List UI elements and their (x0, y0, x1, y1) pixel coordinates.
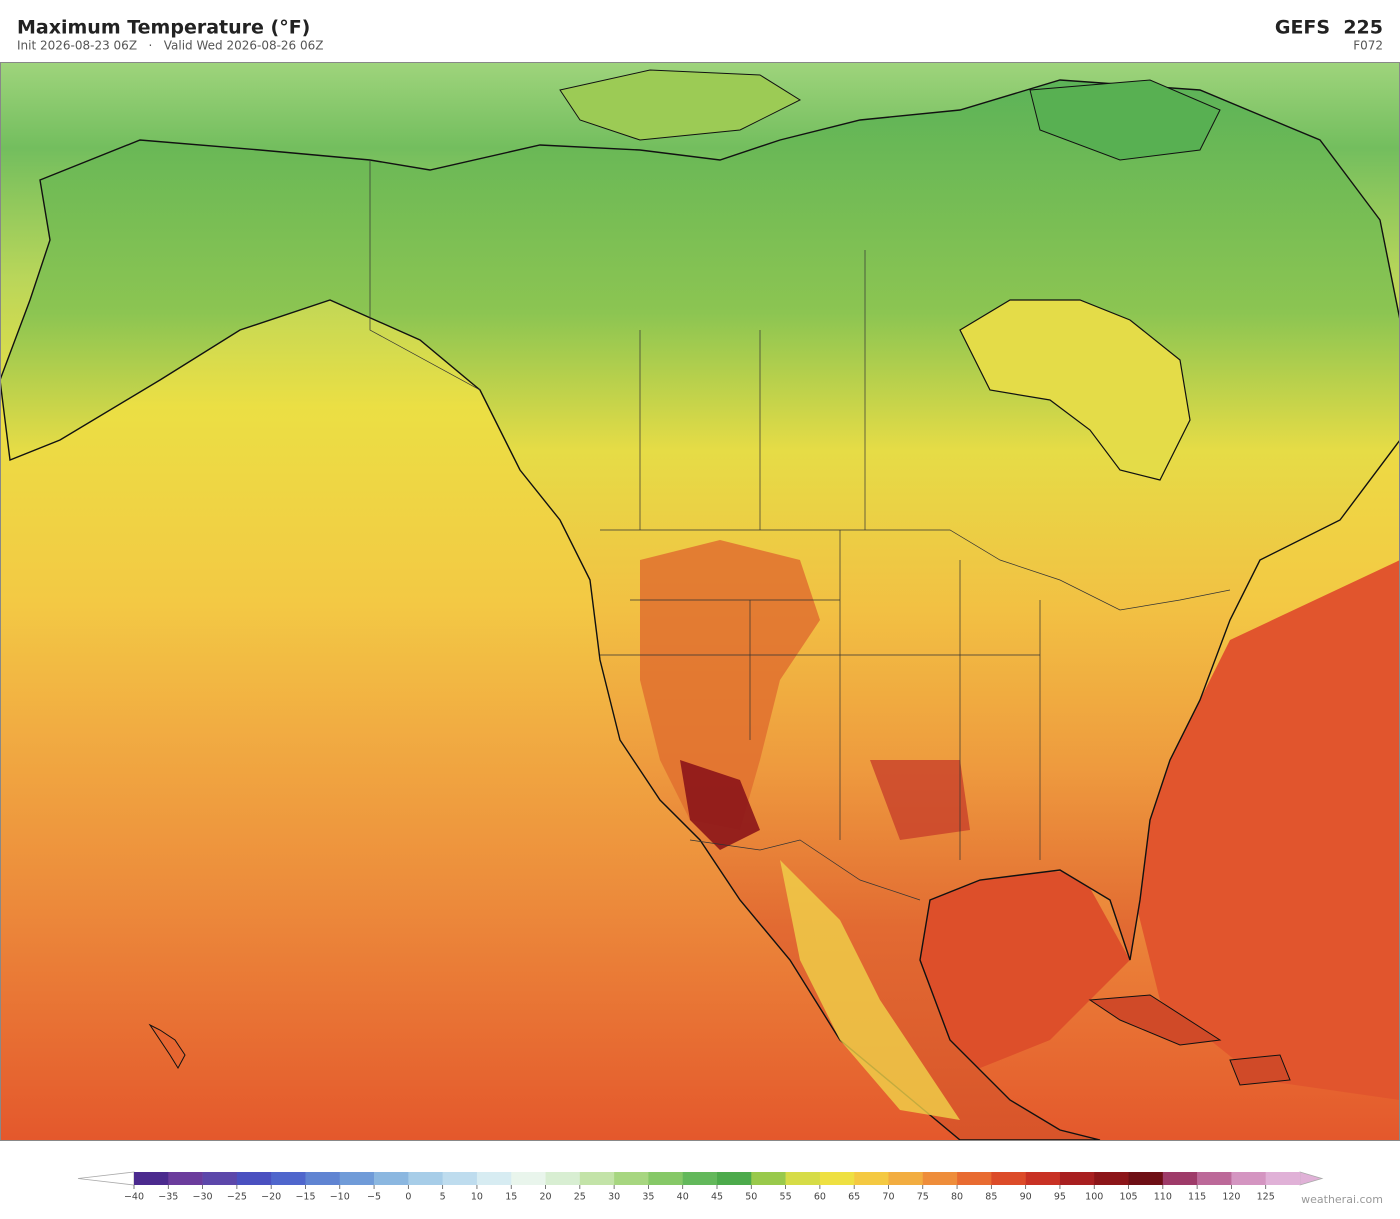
model-label: GEFS 225 (1275, 17, 1383, 39)
us-canada-border (600, 529, 1231, 611)
watermark: weatherai.com (1301, 1193, 1383, 1206)
colorbar-segment (1128, 1172, 1164, 1185)
colorbar-tick-label: 100 (1085, 1192, 1103, 1203)
colorbar-tick-label: 105 (1119, 1192, 1137, 1203)
atlantic-warm (1130, 560, 1400, 1100)
colorbar-tick-label: 25 (574, 1192, 586, 1203)
colorbar-tick-label: 60 (814, 1192, 826, 1203)
colorbar-segment (648, 1172, 684, 1185)
colorbar-tick-label: 120 (1222, 1192, 1240, 1203)
colorbar-tick-label: 55 (780, 1192, 792, 1203)
alaska-border (369, 160, 481, 391)
colorbar-tick-label: 40 (677, 1192, 689, 1203)
forecast-hour: F072 (1353, 39, 1383, 53)
cuba (1088, 994, 1222, 1046)
colorbar-tick-label: 10 (471, 1192, 483, 1203)
colorbar-tick-label: 75 (917, 1192, 929, 1203)
colorbar-tick-label: 85 (985, 1192, 997, 1203)
colorbar-tick-label: 95 (1054, 1192, 1066, 1203)
plains-hot (870, 760, 970, 840)
header: Maximum Temperature (°F) Init 2026-08-23… (17, 17, 1383, 53)
colorbar-segment (614, 1172, 649, 1185)
colorbar-segment (785, 1172, 821, 1185)
subtitle: Init 2026-08-23 06Z · Valid Wed 2026-08-… (17, 39, 324, 53)
mexico-plateau (780, 860, 960, 1120)
colorbar-segment (922, 1172, 958, 1185)
map (0, 62, 1400, 1140)
colorbar-tick-label: 20 (539, 1192, 551, 1203)
colorbar-segment (305, 1172, 341, 1185)
colorbar-segment (819, 1172, 855, 1185)
colorbar-tick-label: −15 (295, 1192, 315, 1203)
colorbar-segment (236, 1172, 272, 1185)
colorbar-segment (202, 1172, 238, 1185)
colorbar-segment (682, 1172, 718, 1185)
colorbar-segment (717, 1172, 752, 1185)
colorbar-segment (134, 1172, 169, 1185)
colorbar-segment (511, 1172, 546, 1185)
colorbar-segment (888, 1172, 924, 1185)
colorbar-tick-label: 30 (608, 1192, 620, 1203)
colorbar-segment (339, 1172, 375, 1185)
colorbar-tick-label: 50 (745, 1192, 757, 1203)
colorbar-tick-label: −5 (367, 1192, 381, 1203)
colorbar-tick-label: 35 (642, 1192, 654, 1203)
colorbar-tick-label: −35 (158, 1192, 178, 1203)
state-borders (600, 250, 1041, 860)
colorbar-segment (1094, 1172, 1129, 1185)
colorbar-tick-label: 45 (711, 1192, 723, 1203)
west-hot (640, 540, 820, 830)
hudson-bay (959, 299, 1191, 481)
colorbar-tick-label: 125 (1257, 1192, 1275, 1203)
colorbar-segment (476, 1172, 512, 1185)
hispaniola (1229, 1054, 1291, 1086)
arctic-island (559, 69, 802, 141)
colorbar-segment (579, 1172, 615, 1185)
colorbar-segment (545, 1172, 581, 1185)
colorbar-tick-label: −40 (124, 1192, 144, 1203)
colorbar-segment (1265, 1172, 1301, 1185)
colorbar-segment (854, 1172, 889, 1185)
gulf-warm (900, 870, 1130, 1080)
colorbar: −40 −35 −30 −25 −20 −15 −10 −5 0 5 10 15 20 25 30 35 40 4… (77, 1171, 1324, 1203)
colorbar-tick-label: 70 (882, 1192, 894, 1203)
colorbar-segment (957, 1172, 992, 1185)
colorbar-segment (1231, 1172, 1267, 1185)
arctic-island (1029, 79, 1221, 161)
colorbar-tick-label: 110 (1154, 1192, 1172, 1203)
colorbar-tick-label: −20 (261, 1192, 281, 1203)
colorbar-segment (408, 1172, 443, 1185)
colorbar-extend-high (1299, 1171, 1324, 1186)
colorbar-segment (374, 1172, 409, 1185)
desert-hot (680, 760, 760, 850)
colorbar-segment (751, 1172, 786, 1185)
colorbar-tick-label: 15 (505, 1192, 517, 1203)
colorbar-segment (1162, 1172, 1198, 1185)
colorbar-segment (271, 1172, 306, 1185)
colorbar-segment (1025, 1172, 1061, 1185)
colorbar-tick-label: 80 (951, 1192, 963, 1203)
colorbar-segment (1059, 1172, 1095, 1185)
colorbar-segment (442, 1172, 478, 1185)
colorbar-tick-label: −10 (330, 1192, 350, 1203)
colorbar-tick-label: 0 (405, 1192, 411, 1203)
colorbar-tick-label: −30 (193, 1192, 213, 1203)
colorbar-extend-low (77, 1171, 135, 1186)
colorbar-tick-label: 90 (1020, 1192, 1032, 1203)
colorbar-tick-label: 65 (848, 1192, 860, 1203)
colorbar-tick-label: 5 (440, 1192, 446, 1203)
colorbar-segment (991, 1172, 1026, 1185)
colorbar-segment (1197, 1172, 1232, 1185)
hawaii (148, 1023, 186, 1070)
colorbar-segment (168, 1172, 203, 1185)
colorbar-tick-label: −25 (227, 1192, 247, 1203)
colorbar-tick-label: 115 (1188, 1192, 1206, 1203)
borders (369, 160, 1231, 901)
us-mexico-border (689, 839, 921, 901)
title: Maximum Temperature (°F) (17, 17, 310, 39)
